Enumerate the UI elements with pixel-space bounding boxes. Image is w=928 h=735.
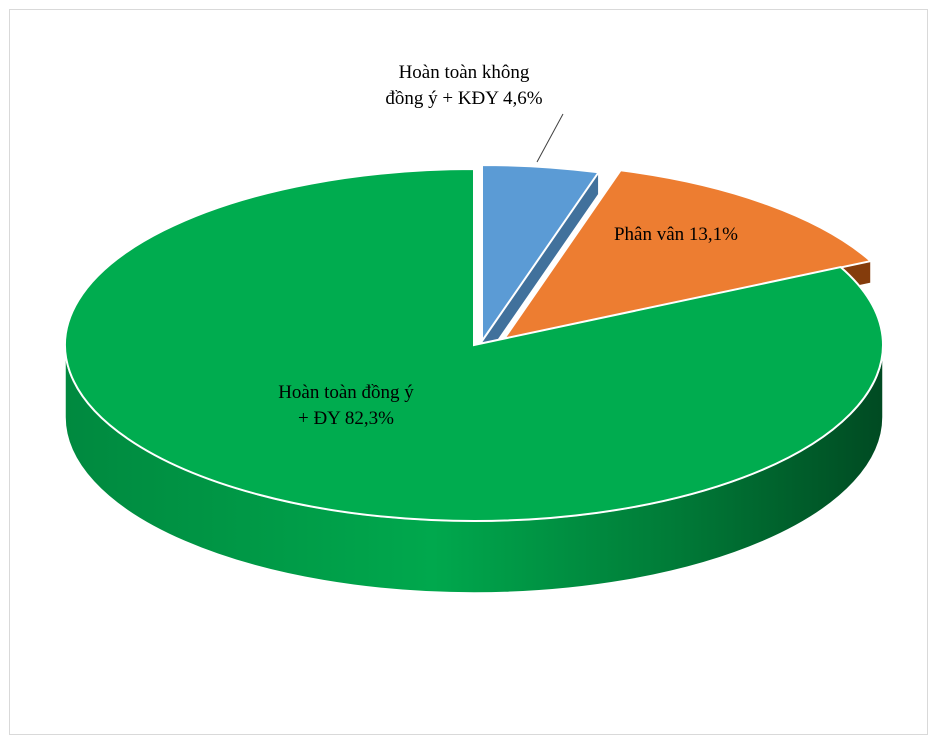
pie-slice-2	[64, 167, 884, 522]
label-leader-line	[536, 113, 564, 163]
pie-tops	[64, 163, 884, 522]
pie-labels: Hoàn toàn không đồng ý + KĐY 4,6% Phân vân…	[278, 62, 738, 429]
slice-label-2: + ĐY 82,3%	[298, 408, 394, 429]
slice-label-0: Hoàn toàn không	[399, 62, 530, 83]
pie-slice-1	[501, 169, 873, 341]
slice-label-1: Phân vân 13,1%	[614, 224, 738, 245]
slice-label-2: Hoàn toàn đồng ý	[278, 382, 414, 403]
slice-label-0: đồng ý + KĐY 4,6%	[385, 88, 542, 109]
pie-slice-0	[481, 163, 601, 345]
